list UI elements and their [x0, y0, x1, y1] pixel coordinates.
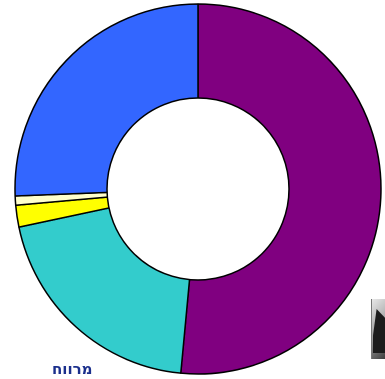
logo-mark [373, 309, 385, 353]
donut-hole [106, 97, 290, 281]
logo-icon [371, 299, 385, 359]
chart-caption: מרווח [52, 360, 93, 378]
